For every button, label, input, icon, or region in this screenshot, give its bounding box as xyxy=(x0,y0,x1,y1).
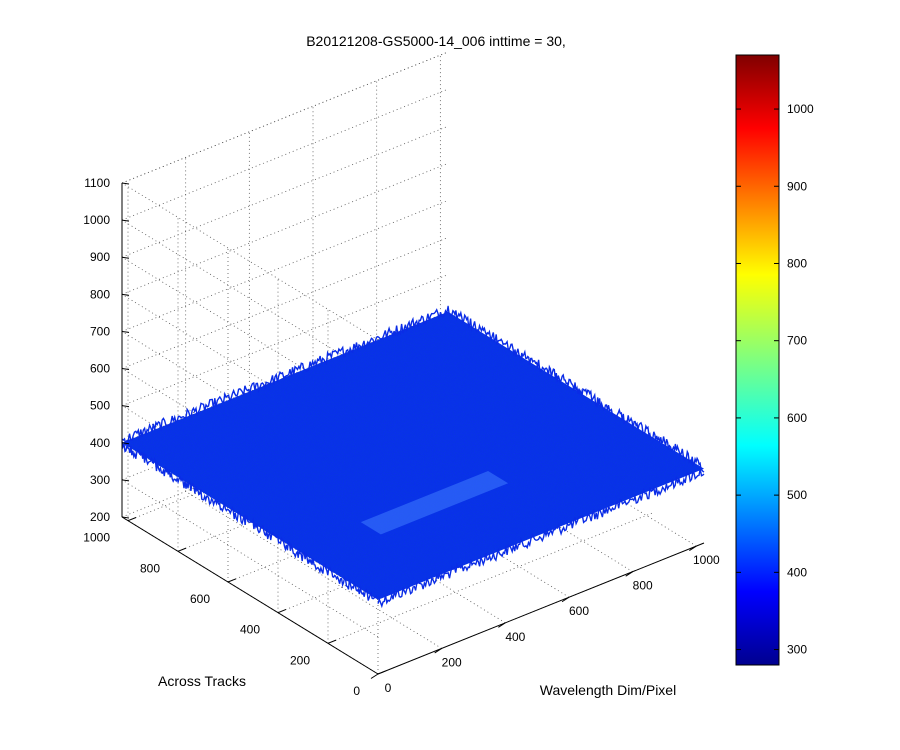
z-tick-mark xyxy=(121,256,130,259)
z-tick-mark xyxy=(121,405,130,408)
x-tick-mark xyxy=(625,571,633,577)
grid-line xyxy=(121,237,449,369)
colorbar-ticks: 300 400 500 600 700 800 900 1000 xyxy=(736,102,814,657)
grid-line xyxy=(327,511,655,644)
z-tick-mark xyxy=(121,293,130,296)
x-tick-label: 800 xyxy=(633,579,653,593)
y-tick-label: 600 xyxy=(190,592,210,606)
x-tick-mark xyxy=(434,647,442,654)
x-tick-mark xyxy=(370,673,379,679)
surface-edge-right xyxy=(447,305,705,473)
z-tick-label: 800 xyxy=(90,287,110,301)
grid-line xyxy=(121,88,449,221)
z-tick-label: 600 xyxy=(90,362,110,376)
surface-edge-back xyxy=(121,306,449,447)
grid-line xyxy=(121,182,379,341)
z-tick-label: 400 xyxy=(90,436,110,450)
colorbar: 300 400 500 600 700 800 900 1000 xyxy=(735,54,814,666)
z-tick-mark xyxy=(121,219,130,222)
z-tick-mark xyxy=(121,182,130,185)
x-tick-label: 0 xyxy=(385,681,392,695)
grid-line xyxy=(121,200,449,332)
y-tick-label: 400 xyxy=(240,623,260,637)
grid-line xyxy=(121,274,449,407)
surface xyxy=(121,305,705,609)
colorbar-tick-label: 600 xyxy=(787,411,807,425)
surface-highlight-band xyxy=(360,470,509,535)
surface-edge-front xyxy=(377,469,705,609)
y-tick-label: 800 xyxy=(140,561,160,575)
x-tick-mark xyxy=(561,596,570,603)
x-tick-label: 600 xyxy=(569,604,589,618)
chart-title: B20121208-GS5000-14_006 inttime = 30, xyxy=(306,33,566,49)
y-tick-mark xyxy=(177,547,187,552)
x-tick-label: 400 xyxy=(505,630,525,644)
grid-line xyxy=(121,162,449,295)
z-tick-label: 1000 xyxy=(83,213,110,227)
z-tick-label: 900 xyxy=(90,250,110,264)
x-tick-mark xyxy=(689,545,697,551)
colorbar-tick-label: 700 xyxy=(787,334,807,348)
grid-line xyxy=(121,51,449,184)
y-tick-mark xyxy=(277,609,287,614)
colorbar-tick-label: 800 xyxy=(787,256,807,270)
y-tick-mark xyxy=(377,670,387,675)
grid-line xyxy=(121,219,379,378)
z-tick-label: 1100 xyxy=(84,176,110,190)
y-tick-label: 0 xyxy=(353,684,360,698)
x-tick-label: 200 xyxy=(442,655,462,669)
colorbar-tick-label: 300 xyxy=(787,643,807,657)
colorbar-tick-label: 500 xyxy=(787,488,807,502)
z-tick-mark xyxy=(121,368,130,371)
surface-texture xyxy=(122,311,705,600)
plot-axes-3d: 0 200 400 600 800 1000 0 200 400 600 800 1000 200 300… xyxy=(83,51,720,698)
y-axis-line xyxy=(121,516,379,675)
x-axis-line xyxy=(377,542,705,675)
z-tick-label: 700 xyxy=(90,324,110,338)
axis-lines xyxy=(121,183,705,675)
colorbar-gradient xyxy=(735,54,780,666)
surface-edge-left xyxy=(121,441,379,601)
y-axis-label: Across Tracks xyxy=(158,673,246,689)
tick-labels: 0 200 400 600 800 1000 0 200 400 600 800 1000 200 300… xyxy=(83,176,720,698)
y-tick-mark xyxy=(127,517,137,522)
x-tick-label: 1000 xyxy=(693,553,720,567)
y-tick-label: 200 xyxy=(290,653,310,667)
z-tick-mark xyxy=(121,479,130,482)
z-tick-label: 200 xyxy=(90,510,110,524)
colorbar-tick-label: 400 xyxy=(787,565,807,579)
colorbar-tick-label: 1000 xyxy=(787,102,814,116)
y-tick-label: 1000 xyxy=(83,531,110,545)
z-tick-label: 300 xyxy=(90,473,110,487)
z-tick-mark xyxy=(121,330,130,333)
grid-line xyxy=(121,125,449,258)
y-tick-mark xyxy=(327,639,337,644)
x-tick-mark xyxy=(498,622,506,628)
x-axis-label: Wavelength Dim/Pixel xyxy=(540,682,676,698)
colorbar-tick-label: 900 xyxy=(787,179,807,193)
y-tick-mark xyxy=(227,578,237,583)
z-tick-label: 500 xyxy=(90,399,110,413)
z-tick-mark xyxy=(121,516,130,519)
z-tick-mark xyxy=(121,442,130,445)
